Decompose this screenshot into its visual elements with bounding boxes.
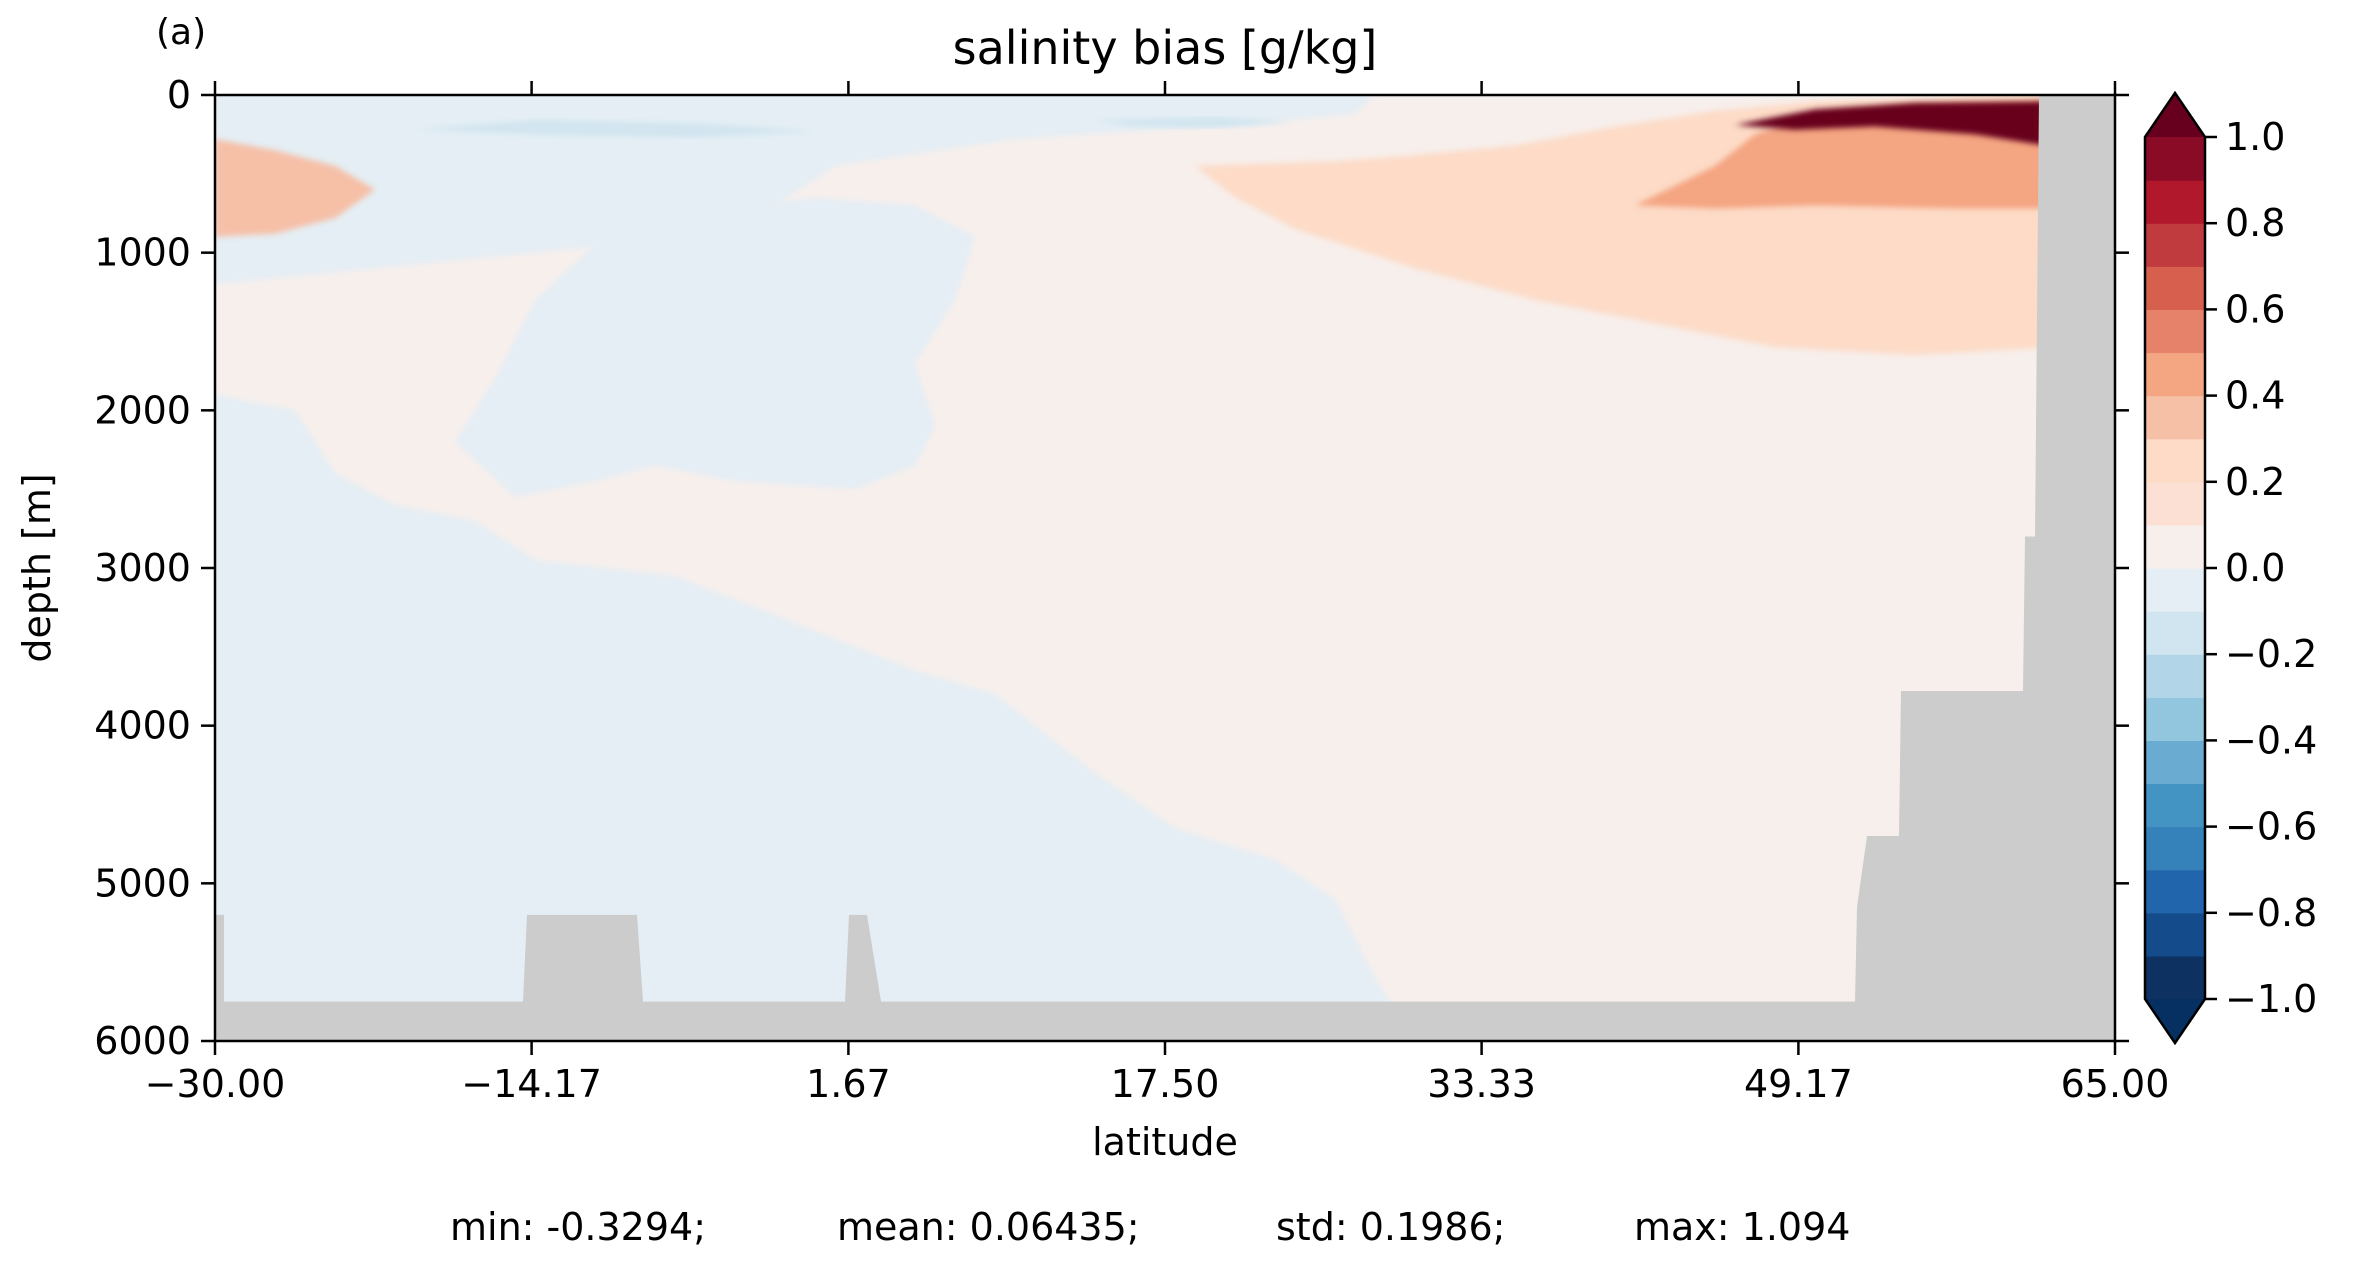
x-axis-ticks: −30.00 −14.17 1.67 17.50 33.33 49.17 65.00 [145,81,2170,1106]
colorbar-tick-label: 0.0 [2225,546,2285,590]
field-region-fresh-streak-2 [1095,117,1295,129]
stats-max: max: 1.094 [1634,1205,1850,1249]
field-region-fresh-streak-1 [415,120,815,138]
colorbar-tick-label: −1.0 [2225,977,2317,1021]
colorbar-level [2145,912,2205,957]
x-tick-label: 1.67 [806,1062,891,1106]
colorbar-level [2145,223,2205,267]
land-mask [215,95,2115,1041]
colorbar-level [2145,654,2205,698]
colorbar-tick-label: 0.4 [2225,374,2285,418]
y-axis-ticks: 0 1000 2000 3000 4000 5000 6000 [94,73,2129,1063]
colorbar-level [2145,740,2205,785]
salinity-field [215,95,2115,1041]
field-region-weak-fresh-tropical [455,197,975,498]
x-tick-label: 49.17 [1744,1062,1853,1106]
colorbar-level [2145,568,2205,612]
y-tick-label: 4000 [94,704,191,748]
colorbar-level [2145,955,2205,1000]
stats-std: std: 0.1986; [1276,1205,1505,1249]
colorbar-level [2145,697,2205,741]
stats-footer: min: -0.3294; mean: 0.06435; std: 0.1986… [450,1205,1850,1249]
stats-min: min: -0.3294; [450,1205,706,1249]
colorbar-tick-label: −0.8 [2225,891,2317,935]
y-tick-label: 2000 [94,388,191,432]
colorbar: 1.0 0.8 0.6 0.4 0.2 0.0 −0.2 −0.4 −0.6 −0.8 −1.0 [2143,90,2317,1046]
colorbar-level [2145,352,2205,397]
stats-mean: mean: 0.06435; [837,1205,1140,1249]
colorbar-level [2145,395,2205,440]
colorbar-level [2145,869,2205,914]
y-tick-label: 0 [167,73,191,117]
north-land-wall [2039,95,2115,1041]
x-axis-label: latitude [1092,1120,1238,1164]
colorbar-level [2145,524,2205,569]
colorbar-level [2145,309,2205,354]
colorbar-level [2145,438,2205,483]
colorbar-tick-label: 0.8 [2225,201,2285,245]
chart-title: salinity bias [g/kg] [953,21,1378,75]
x-tick-label: 17.50 [1111,1062,1220,1106]
colorbar-tick-label: 0.2 [2225,460,2285,504]
colorbar-level [2145,783,2205,828]
field-region-strong-max [1735,101,2055,147]
colorbar-level [2145,826,2205,871]
colorbar-tick-label: −0.4 [2225,718,2317,762]
colorbar-tick-label: −0.2 [2225,632,2317,676]
colorbar-level [2145,137,2205,181]
colorbar-level [2145,266,2205,310]
x-tick-label: −30.00 [145,1062,286,1106]
colorbar-tick-label: 0.6 [2225,287,2285,331]
y-tick-label: 1000 [94,231,191,275]
x-tick-label: −14.17 [461,1062,602,1106]
bathymetry [215,95,2115,1041]
x-tick-label: 65.00 [2061,1062,2170,1106]
y-tick-label: 6000 [94,1019,191,1063]
colorbar-level [2145,481,2205,526]
y-tick-label: 5000 [94,861,191,905]
y-axis-label: depth [m] [15,473,59,662]
x-tick-label: 33.33 [1427,1062,1536,1106]
y-tick-label: 3000 [94,546,191,590]
colorbar-level [2145,180,2205,224]
colorbar-extend-min [2145,999,2205,1043]
colorbar-tick-label: −0.6 [2225,805,2317,849]
colorbar-extend-max [2145,93,2205,137]
south-land-sliver [215,914,224,1041]
colorbar-level [2145,611,2205,655]
field-region-salty-south-lens [215,139,375,237]
colorbar-tick-label: 1.0 [2225,115,2285,159]
panel-label: (a) [156,12,206,53]
